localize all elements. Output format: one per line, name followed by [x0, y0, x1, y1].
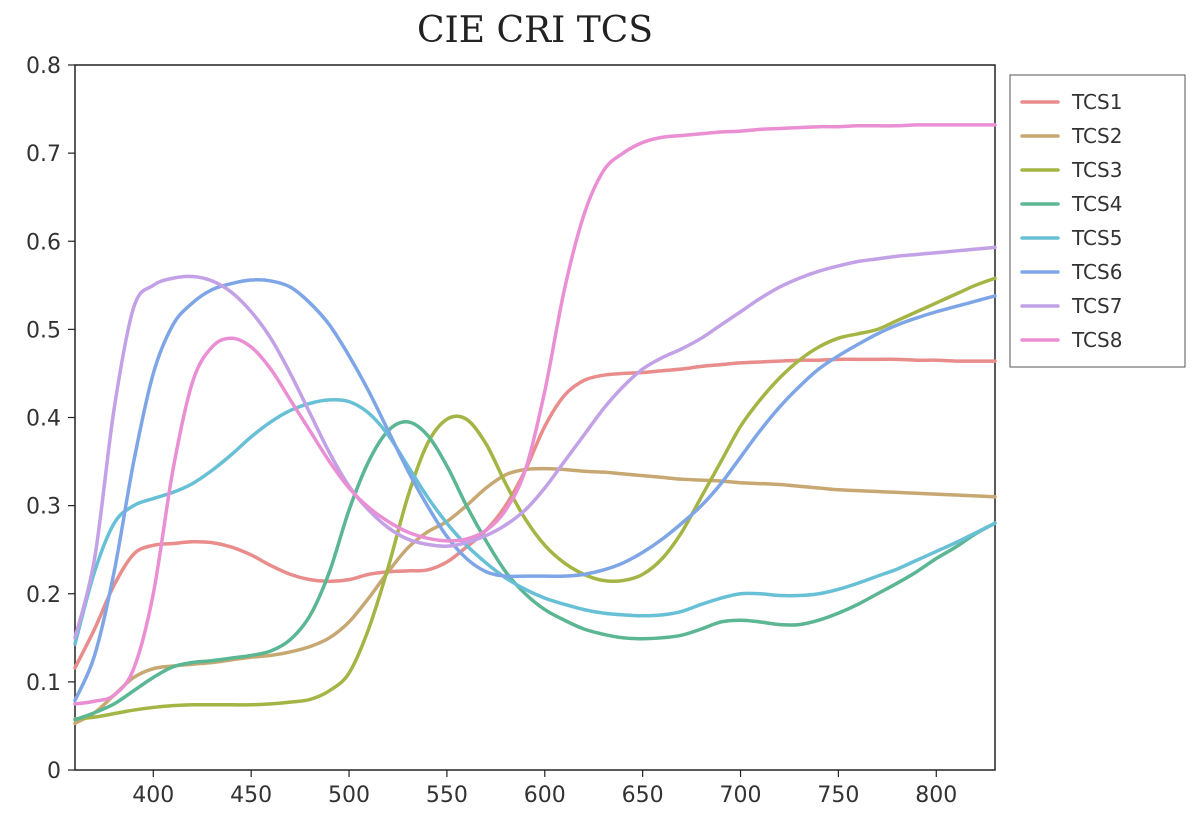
- x-tick-label: 600: [524, 783, 566, 808]
- x-tick-label: 700: [720, 783, 762, 808]
- chart-title: CIE CRI TCS: [417, 10, 653, 51]
- series-line-tcs4: [75, 422, 995, 720]
- y-tick-label: 0: [47, 759, 61, 784]
- y-tick-label: 0.8: [26, 54, 61, 79]
- legend-label-tcs7: TCS7: [1071, 294, 1122, 318]
- x-tick-label: 750: [817, 783, 859, 808]
- chart-container: CIE CRI TCS 400 450 500 550 600 650 700 750 800 0 0…: [0, 0, 1200, 820]
- chart-svg: CIE CRI TCS 400 450 500 550 600 650 700 750 800 0 0…: [0, 0, 1200, 820]
- plot-border: [75, 65, 995, 770]
- x-tick-label: 650: [622, 783, 664, 808]
- legend-label-tcs5: TCS5: [1071, 226, 1122, 250]
- y-tick-label: 0.1: [26, 671, 61, 696]
- legend-label-tcs4: TCS4: [1071, 192, 1122, 216]
- y-tick-label: 0.6: [26, 230, 61, 255]
- x-tick-label: 400: [132, 783, 174, 808]
- y-tick-label: 0.4: [26, 407, 61, 432]
- legend-label-tcs1: TCS1: [1071, 90, 1122, 114]
- legend-label-tcs8: TCS8: [1071, 328, 1122, 352]
- x-tick-label: 500: [328, 783, 370, 808]
- series-line-tcs7: [75, 247, 995, 637]
- y-tick-label: 0.2: [26, 583, 61, 608]
- legend-label-tcs2: TCS2: [1071, 124, 1122, 148]
- series-line-tcs1: [75, 359, 995, 668]
- legend-label-tcs6: TCS6: [1071, 260, 1122, 284]
- series-line-tcs8: [75, 125, 995, 704]
- x-tick-label: 550: [426, 783, 468, 808]
- x-tick-label: 800: [915, 783, 957, 808]
- y-tick-label: 0.3: [26, 495, 61, 520]
- legend-label-tcs3: TCS3: [1071, 158, 1122, 182]
- y-tick-label: 0.7: [26, 142, 61, 167]
- legend-box: [1010, 75, 1185, 367]
- y-tick-label: 0.5: [26, 318, 61, 343]
- x-tick-label: 450: [230, 783, 272, 808]
